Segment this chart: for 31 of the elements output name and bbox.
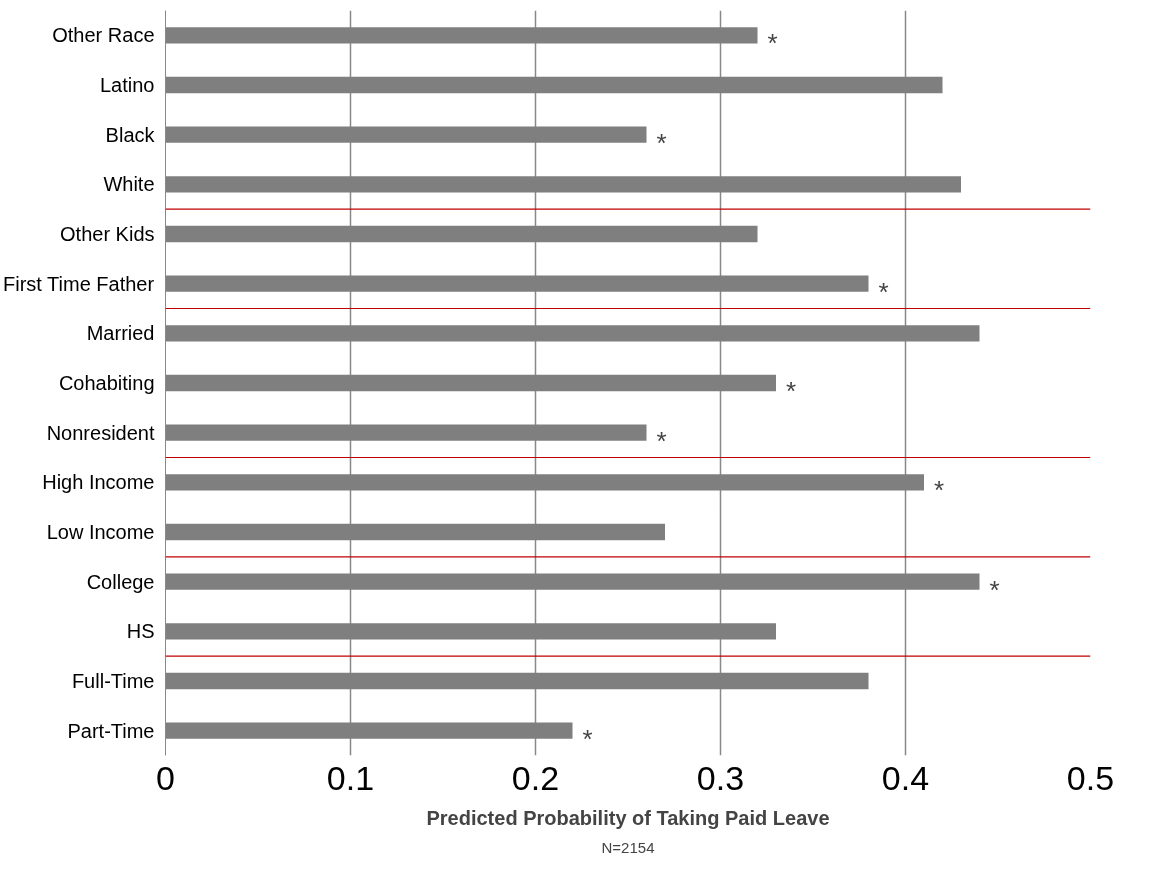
x-tick-label: 0 [156,758,175,797]
data-label: * [656,425,667,456]
x-tick-label: 0.3 [696,758,745,797]
y-tick-label: Other Kids [60,223,155,245]
y-tick-label: Latino [100,74,155,96]
y-tick-label: College [86,570,155,593]
y-tick-label: Full-Time [71,670,155,692]
y-tick-label: Part-Time [67,719,155,742]
y-tick-label: Black [105,123,156,146]
x-tick-label: 0.5 [1066,758,1115,797]
x-tick-label: 0.2 [511,758,560,797]
y-tick-label: Low Income [46,521,155,543]
y-tick-label: Cohabiting [58,372,155,394]
data-label: * [934,475,945,506]
data-label: * [767,28,778,59]
y-tick-label: First Time Father [3,272,155,295]
x-tick-label: 0.4 [881,758,930,797]
data-label: * [878,276,889,307]
y-tick-label: Other Race [52,24,155,47]
data-label: * [582,723,593,754]
text: N=2154 [601,838,655,856]
data-label: * [989,574,1000,605]
data-label: * [656,127,667,158]
y-tick-label: Married [86,322,155,345]
y-tick-label: White [103,173,155,196]
data-label: * [786,376,797,406]
y-tick-label: Nonresident [46,421,155,444]
x-tick-label: 0.1 [326,758,375,797]
x-axis-title: Predicted Probability of Taking Paid Leave [426,806,830,829]
y-tick-label: High Income [42,471,155,494]
y-tick-label: HS [126,620,155,643]
